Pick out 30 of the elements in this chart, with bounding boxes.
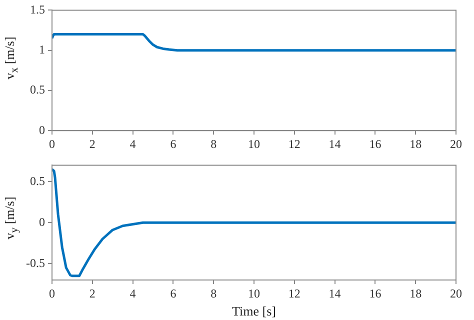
x-tick-label: 0 bbox=[49, 136, 55, 151]
y-tick-label: 0.5 bbox=[30, 82, 45, 97]
y-tick-label: -0.5 bbox=[26, 256, 45, 270]
x-tick-label: 12 bbox=[288, 286, 300, 300]
y-tick-label: 0.5 bbox=[30, 174, 45, 188]
x-tick-label: 6 bbox=[170, 136, 176, 151]
x-tick-label: 2 bbox=[89, 136, 96, 151]
x-tick-label: 10 bbox=[248, 286, 260, 300]
x-tick-label: 0 bbox=[49, 286, 55, 300]
x-tick-label: 20 bbox=[450, 286, 462, 300]
x-tick-label: 4 bbox=[130, 286, 136, 300]
x-tick-label: 8 bbox=[210, 136, 217, 151]
y-tick-label: 1.5 bbox=[30, 2, 45, 16]
x-tick-label: 2 bbox=[89, 286, 96, 300]
x-tick-label: 20 bbox=[450, 136, 462, 151]
x-tick-label: 8 bbox=[210, 286, 217, 300]
x-axis-title: Time [s] bbox=[232, 304, 276, 319]
x-tick-label: 4 bbox=[130, 136, 136, 151]
x-tick-label: 18 bbox=[410, 286, 422, 300]
x-tick-label: 14 bbox=[328, 286, 341, 300]
y-tick-label: 0 bbox=[39, 122, 45, 137]
x-tick-label: 10 bbox=[248, 136, 260, 151]
x-tick-label: 16 bbox=[369, 136, 382, 151]
x-tick-label: 18 bbox=[410, 136, 422, 151]
y-tick-label: 0 bbox=[39, 214, 45, 229]
x-tick-label: 6 bbox=[170, 286, 176, 300]
x-tick-label: 12 bbox=[288, 136, 300, 151]
x-tick-label: 14 bbox=[328, 136, 341, 151]
y-tick-label: 1 bbox=[39, 42, 45, 56]
x-tick-label: 16 bbox=[369, 286, 382, 300]
